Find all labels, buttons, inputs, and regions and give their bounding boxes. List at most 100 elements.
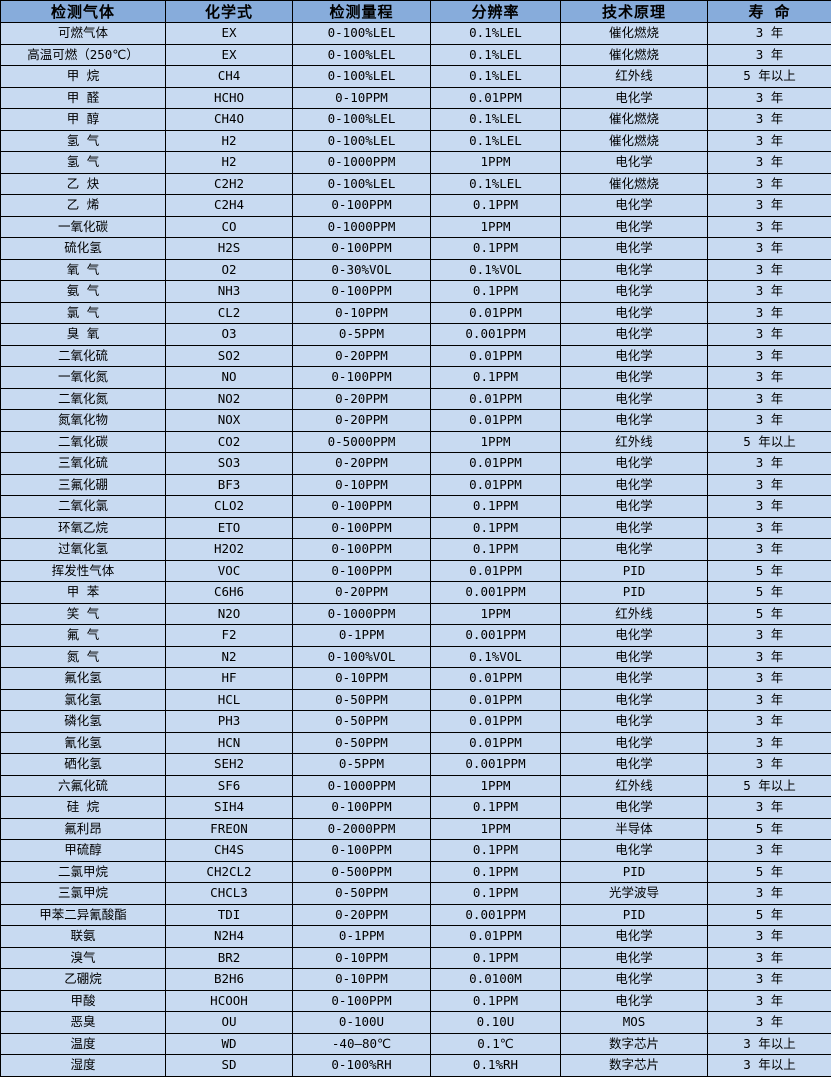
cell-resolution: 0.001PPM: [431, 324, 561, 346]
cell-lifespan: 3 年以上: [708, 1033, 831, 1055]
cell-formula: SF6: [166, 775, 293, 797]
cell-principle: 电化学: [561, 926, 708, 948]
cell-range: 0-20PPM: [293, 582, 431, 604]
cell-gas: 磷化氢: [1, 711, 166, 733]
cell-formula: NO: [166, 367, 293, 389]
cell-range: 0-100PPM: [293, 367, 431, 389]
cell-principle: 电化学: [561, 238, 708, 260]
cell-lifespan: 5 年以上: [708, 431, 831, 453]
cell-principle: 电化学: [561, 216, 708, 238]
cell-lifespan: 3 年: [708, 216, 831, 238]
cell-formula: SIH4: [166, 797, 293, 819]
cell-formula: CHCL3: [166, 883, 293, 905]
cell-lifespan: 5 年: [708, 560, 831, 582]
cell-gas: 联氨: [1, 926, 166, 948]
cell-lifespan: 3 年: [708, 711, 831, 733]
cell-resolution: 0.01PPM: [431, 926, 561, 948]
cell-gas: 六氟化硫: [1, 775, 166, 797]
cell-formula: CLO2: [166, 496, 293, 518]
cell-lifespan: 3 年: [708, 152, 831, 174]
cell-resolution: 0.0100M: [431, 969, 561, 991]
cell-principle: 催化燃烧: [561, 109, 708, 131]
cell-range: 0-100%VOL: [293, 646, 431, 668]
cell-range: 0-1000PPM: [293, 152, 431, 174]
cell-gas: 环氧乙烷: [1, 517, 166, 539]
cell-gas: 硅 烷: [1, 797, 166, 819]
cell-range: 0-1PPM: [293, 625, 431, 647]
cell-principle: 电化学: [561, 259, 708, 281]
cell-formula: HCHO: [166, 87, 293, 109]
cell-lifespan: 3 年: [708, 453, 831, 475]
cell-lifespan: 3 年: [708, 947, 831, 969]
column-header-range: 检测量程: [293, 1, 431, 23]
cell-formula: EX: [166, 44, 293, 66]
cell-formula: CH4: [166, 66, 293, 88]
cell-gas: 氨 气: [1, 281, 166, 303]
cell-resolution: 0.1PPM: [431, 797, 561, 819]
cell-gas: 二氧化氯: [1, 496, 166, 518]
cell-lifespan: 5 年: [708, 603, 831, 625]
cell-range: 0-1000PPM: [293, 775, 431, 797]
cell-gas: 氰化氢: [1, 732, 166, 754]
cell-formula: N2: [166, 646, 293, 668]
cell-resolution: 0.1PPM: [431, 517, 561, 539]
cell-range: 0-10PPM: [293, 87, 431, 109]
cell-formula: VOC: [166, 560, 293, 582]
cell-resolution: 0.1%VOL: [431, 259, 561, 281]
cell-gas: 乙 炔: [1, 173, 166, 195]
column-header-principle: 技术原理: [561, 1, 708, 23]
cell-resolution: 0.1PPM: [431, 990, 561, 1012]
cell-range: 0-10PPM: [293, 947, 431, 969]
cell-lifespan: 3 年: [708, 238, 831, 260]
cell-range: 0-2000PPM: [293, 818, 431, 840]
cell-gas: 氢 气: [1, 130, 166, 152]
cell-formula: C6H6: [166, 582, 293, 604]
cell-range: 0-50PPM: [293, 689, 431, 711]
cell-gas: 氮 气: [1, 646, 166, 668]
cell-range: 0-10PPM: [293, 969, 431, 991]
cell-lifespan: 3 年: [708, 1012, 831, 1034]
cell-resolution: 1PPM: [431, 431, 561, 453]
cell-resolution: 0.1PPM: [431, 840, 561, 862]
cell-formula: NO2: [166, 388, 293, 410]
cell-gas: 高温可燃（250℃）: [1, 44, 166, 66]
cell-lifespan: 5 年: [708, 904, 831, 926]
cell-range: 0-100%LEL: [293, 23, 431, 45]
cell-range: 0-20PPM: [293, 410, 431, 432]
cell-principle: 催化燃烧: [561, 44, 708, 66]
cell-resolution: 0.001PPM: [431, 754, 561, 776]
cell-principle: 电化学: [561, 496, 708, 518]
cell-resolution: 0.1PPM: [431, 883, 561, 905]
cell-lifespan: 5 年: [708, 818, 831, 840]
cell-lifespan: 3 年: [708, 109, 831, 131]
cell-principle: 红外线: [561, 66, 708, 88]
cell-gas: 可燃气体: [1, 23, 166, 45]
cell-principle: 电化学: [561, 840, 708, 862]
cell-formula: TDI: [166, 904, 293, 926]
cell-gas: 甲 醛: [1, 87, 166, 109]
cell-resolution: 0.01PPM: [431, 732, 561, 754]
cell-principle: 电化学: [561, 195, 708, 217]
cell-gas: 甲苯二异氰酸酯: [1, 904, 166, 926]
cell-gas: 三氟化硼: [1, 474, 166, 496]
cell-lifespan: 3 年: [708, 646, 831, 668]
cell-formula: HCN: [166, 732, 293, 754]
cell-resolution: 0.1%LEL: [431, 109, 561, 131]
cell-range: 0-50PPM: [293, 883, 431, 905]
cell-principle: 电化学: [561, 367, 708, 389]
cell-gas: 硒化氢: [1, 754, 166, 776]
column-header-gas: 检测气体: [1, 1, 166, 23]
cell-lifespan: 3 年: [708, 44, 831, 66]
cell-formula: C2H2: [166, 173, 293, 195]
